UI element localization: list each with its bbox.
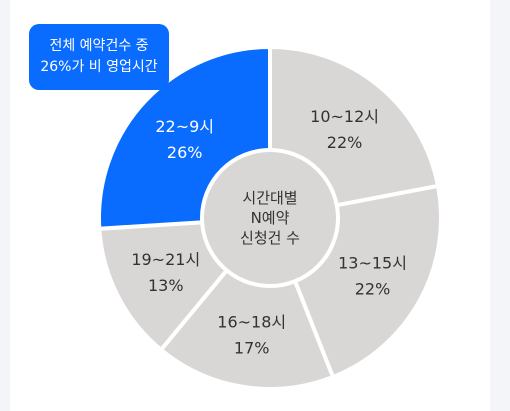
slice-label-1: 10~12시 [310, 107, 379, 126]
callout-line-1: 전체 예약건수 중 [49, 38, 149, 54]
summary-callout: 전체 예약건수 중 26%가 비 영업시간 [29, 24, 169, 90]
slice-label-3: 16~18시 [217, 313, 286, 332]
center-disc [200, 148, 340, 288]
slice-label-2: 13~15시 [338, 253, 407, 272]
slice-value-2: 22% [355, 279, 391, 298]
center-label-line-1: 시간대별 [242, 189, 297, 207]
callout-line-2: 26%가 비 영업시간 [40, 59, 158, 75]
slice-label-5: 22~9시 [155, 117, 214, 136]
center-label-line-2: N예약 [251, 209, 290, 227]
slice-value-3: 17% [234, 339, 270, 358]
slice-value-4: 13% [148, 276, 184, 295]
pie-slice-3 [158, 214, 336, 391]
center-label-line-3: 신청건 수 [240, 229, 300, 247]
slice-label-4: 19~21시 [131, 250, 200, 269]
slice-value-5: 26% [167, 143, 203, 162]
slice-value-1: 22% [327, 133, 363, 152]
pie-labels: 10~12시 22% 13~15시 22% 16~18시 17% 19~21시 13% 22~9… [131, 107, 407, 358]
